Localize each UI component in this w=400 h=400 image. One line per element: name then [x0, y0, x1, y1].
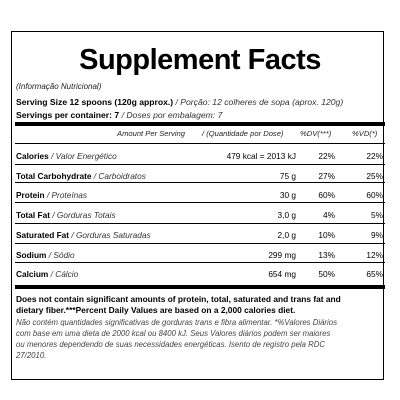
- divider-header: [15, 143, 385, 144]
- footnote-pt-line-3: ou menores dependendo de suas necessidad…: [16, 340, 326, 349]
- nutrient-label: Total Carbohydrate / Carboidratos: [16, 171, 146, 181]
- row-divider: [15, 223, 385, 224]
- nutrient-dv: 60%: [318, 190, 335, 200]
- nutrient-amount: 299 mg: [268, 250, 296, 260]
- nutrient-amount: 3,0 g: [277, 210, 296, 220]
- row-divider: [15, 182, 385, 183]
- footnote-pt-line-2: com base em uma dieta de 2000 kcal ou 84…: [16, 329, 331, 338]
- nutrient-amount: 30 g: [279, 190, 296, 200]
- nutrient-name: Calcium: [16, 269, 49, 279]
- supplement-facts-panel: [11, 31, 384, 380]
- nutrient-name: Sodium: [16, 250, 47, 260]
- footnote-pt-line-4: 27/2010.: [16, 351, 47, 360]
- nutrient-amount: 75 g: [279, 171, 296, 181]
- nutrient-vd: 22%: [366, 151, 383, 161]
- nutrient-name: Total Carbohydrate: [16, 171, 92, 181]
- nutrient-label: Saturated Fat / Gorduras Saturadas: [16, 230, 151, 240]
- nutrient-translation: / Cálcio: [50, 269, 79, 279]
- nutrient-dv: 27%: [318, 171, 335, 181]
- serving-size-label: Serving Size 12 spoons (120g approx.): [16, 97, 174, 107]
- servings-per-container-translation: / Doses por embalagem: 7: [121, 110, 223, 120]
- row-divider: [15, 164, 385, 165]
- header-dv: %DV(***): [300, 129, 332, 138]
- nutrient-translation: / Gorduras Totais: [52, 210, 116, 220]
- nutrient-vd: 12%: [366, 250, 383, 260]
- footnote-en-line-1: Does not contain significant amounts of …: [16, 294, 341, 304]
- nutrient-translation: / Proteínas: [46, 190, 88, 200]
- nutrient-amount: 654 mg: [268, 269, 296, 279]
- nutrient-vd: 60%: [366, 190, 383, 200]
- nutrient-name: Total Fat: [16, 210, 50, 220]
- divider-thick-top: [15, 122, 385, 126]
- nutrient-vd: 9%: [371, 230, 383, 240]
- row-divider: [15, 202, 385, 203]
- nutrient-vd: 25%: [366, 171, 383, 181]
- serving-size: Serving Size 12 spoons (120g approx.) / …: [16, 97, 343, 107]
- nutrient-dv: 50%: [318, 269, 335, 279]
- nutrient-label: Sodium / Sódio: [16, 250, 75, 260]
- nutrient-amount: 2,0 g: [277, 230, 296, 240]
- nutrient-name: Protein: [16, 190, 45, 200]
- nutrient-label: Protein / Proteínas: [16, 190, 87, 200]
- footnote-en-line-2: dietary fiber.***Percent Daily Values ar…: [16, 305, 296, 315]
- nutrient-name: Calories: [16, 151, 49, 161]
- divider-thick-bottom: [15, 285, 385, 289]
- nutrient-dv: 4%: [323, 210, 335, 220]
- nutrient-translation: / Carboidratos: [93, 171, 146, 181]
- panel-title: Supplement Facts: [79, 44, 321, 76]
- serving-size-translation: / Porção: 12 colheres de sopa (aprox. 12…: [175, 97, 344, 107]
- servings-per-container: Servings per container: 7 / Doses por em…: [16, 110, 222, 120]
- nutrient-vd: 5%: [371, 210, 383, 220]
- nutrient-vd: 65%: [366, 269, 383, 279]
- nutrient-translation: / Gorduras Saturadas: [71, 230, 151, 240]
- nutrient-translation: / Valor Energético: [51, 151, 117, 161]
- header-quantity-per-dose: / (Quantidade por Dose): [202, 129, 284, 138]
- header-vd: %VD(*): [352, 129, 378, 138]
- nutrient-label: Calories / Valor Energético: [16, 151, 117, 161]
- header-amount-per-serving: Amount Per Serving: [117, 129, 185, 138]
- nutrient-label: Total Fat / Gorduras Totais: [16, 210, 116, 220]
- row-divider: [15, 243, 385, 244]
- nutrient-label: Calcium / Cálcio: [16, 269, 78, 279]
- panel-subtitle: (Informação Nutricional): [16, 82, 102, 91]
- nutrient-dv: 22%: [318, 151, 335, 161]
- footnote-pt-line-1: Não contém quantidades significativas de…: [16, 318, 337, 327]
- nutrient-dv: 10%: [318, 230, 335, 240]
- nutrient-amount: 479 kcal = 2013 kJ: [226, 151, 296, 161]
- nutrient-dv: 13%: [318, 250, 335, 260]
- nutrient-translation: / Sódio: [48, 250, 75, 260]
- row-divider: [15, 262, 385, 263]
- nutrient-name: Saturated Fat: [16, 230, 70, 240]
- servings-per-container-label: Servings per container: 7: [16, 110, 120, 120]
